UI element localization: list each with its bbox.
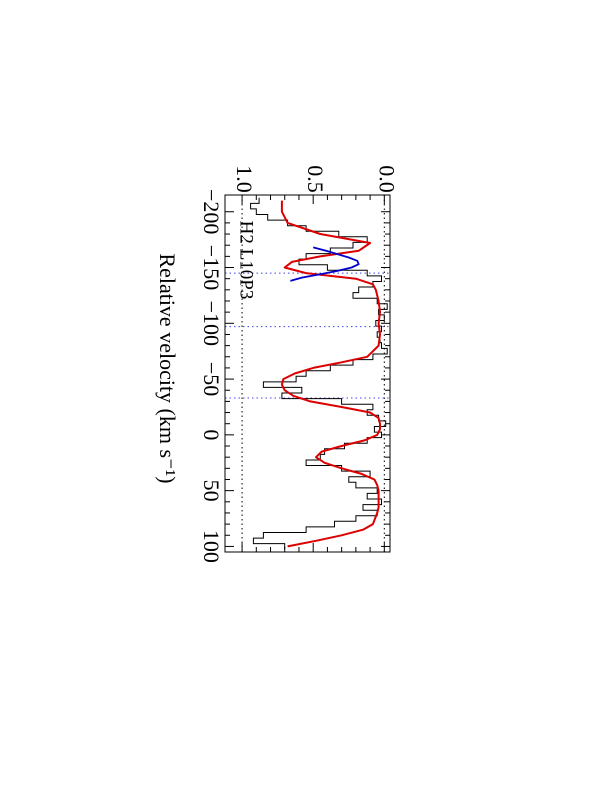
y-tick-label: 1.0 — [232, 165, 257, 193]
x-tick-label: −200 — [199, 189, 224, 234]
x-tick-label: −50 — [199, 362, 224, 396]
x-tick-label: −100 — [199, 301, 224, 346]
y-tick-label: 0.5 — [303, 165, 328, 193]
x-axis-title: Relative velocity (km s⁻¹) — [155, 253, 180, 483]
y-tick-label: 0.0 — [374, 165, 399, 193]
x-tick-label: 50 — [199, 480, 224, 502]
model-fit-line — [280, 200, 381, 548]
x-tick-label: 0 — [199, 429, 224, 440]
x-tick-label: −150 — [199, 245, 224, 290]
component-line — [290, 246, 360, 282]
plot-frame — [224, 194, 391, 553]
line-id-label: H2 L10P3 — [236, 221, 257, 300]
data-histogram — [250, 197, 388, 550]
plot-area: −200 −150 −100 −50 0 50 100 0.0 0.5 1.0 Relative v… — [155, 165, 399, 563]
x-tick-label: 100 — [199, 530, 224, 563]
